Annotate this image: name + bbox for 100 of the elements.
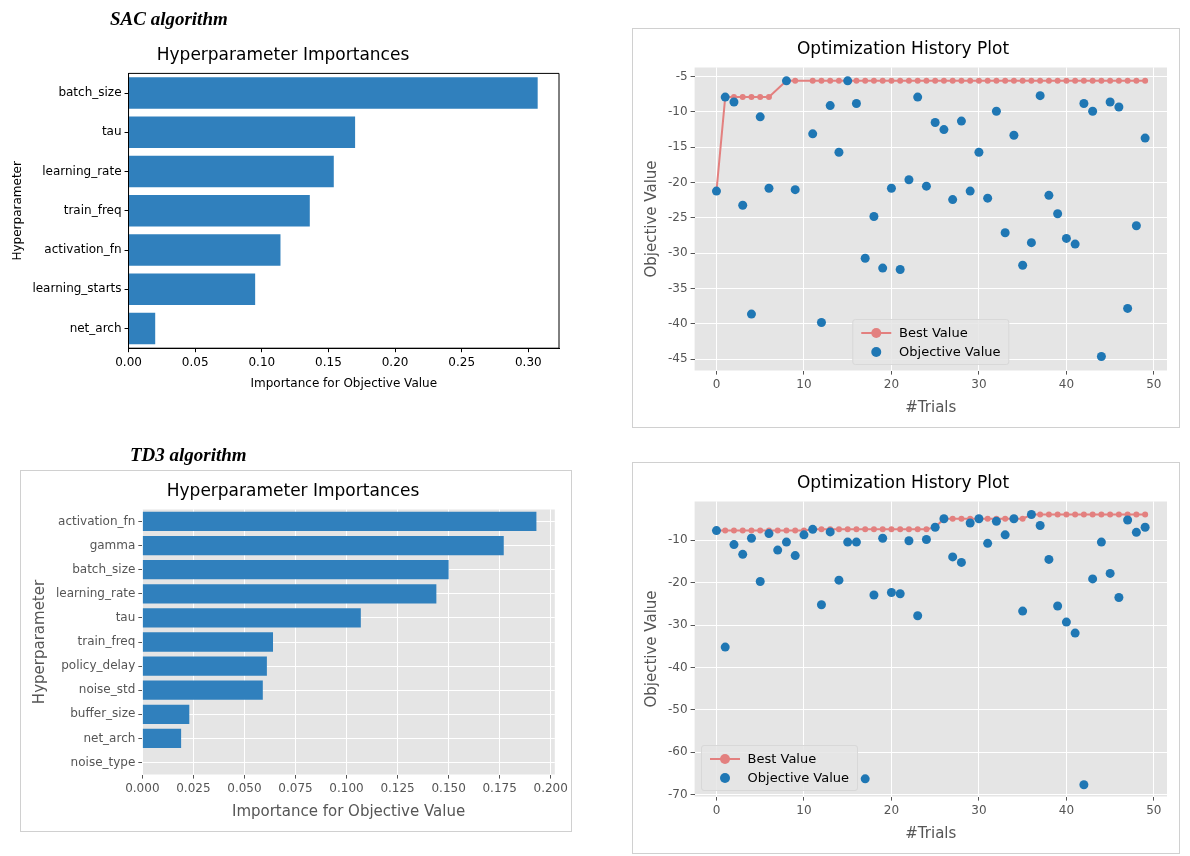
point [1053, 209, 1063, 219]
point [921, 535, 931, 545]
point [1140, 522, 1150, 532]
y-tick-label: -30 [667, 617, 688, 632]
point [897, 526, 904, 533]
point [818, 526, 825, 533]
point [974, 147, 984, 157]
point [1088, 106, 1098, 116]
point [888, 526, 895, 533]
point [774, 527, 781, 534]
bar [129, 312, 156, 345]
point [1002, 77, 1009, 84]
point [1035, 91, 1045, 101]
point [748, 94, 755, 101]
x-tick-label: 0.30 [514, 354, 542, 369]
x-tick-label: 0 [712, 376, 721, 391]
point [1061, 617, 1071, 627]
point [1000, 530, 1010, 540]
point [1142, 511, 1149, 518]
point [1124, 77, 1131, 84]
y-axis-title: Hyperparameter [10, 161, 25, 261]
point [1054, 77, 1061, 84]
point [914, 526, 921, 533]
point [1061, 233, 1071, 243]
bar [142, 632, 274, 652]
point [1123, 515, 1133, 525]
x-tick-label: 0.15 [315, 354, 342, 369]
point [843, 537, 853, 547]
point [835, 526, 842, 533]
x-tick-label: 0 [712, 802, 721, 817]
y-axis-title: Objective Value [641, 160, 660, 278]
point [790, 551, 800, 561]
point [783, 527, 790, 534]
point [851, 537, 861, 547]
x-tick-label: 30 [971, 802, 987, 817]
point [991, 106, 1001, 116]
point [1037, 511, 1044, 518]
y-tick-label: -20 [667, 174, 688, 189]
point [739, 527, 746, 534]
x-tick-label: 10 [796, 376, 812, 391]
x-tick-label: 0.175 [482, 780, 517, 795]
point [825, 527, 835, 537]
x-tick-label: 0.25 [448, 354, 476, 369]
point [746, 309, 756, 319]
point [1018, 606, 1028, 616]
y-tick-label: policy_delay [61, 658, 136, 673]
point [1026, 238, 1036, 248]
point [1080, 77, 1087, 84]
x-tick-label: 0.000 [125, 780, 160, 795]
y-tick-label: buffer_size [70, 706, 136, 721]
point [1107, 77, 1114, 84]
point [1044, 554, 1054, 564]
point [818, 77, 825, 84]
bar [142, 584, 437, 604]
point [905, 77, 912, 84]
point [1142, 77, 1149, 84]
point [879, 526, 886, 533]
point [1044, 190, 1054, 200]
point [932, 77, 939, 84]
chart-title: Hyperparameter Importances [166, 479, 420, 500]
point [1028, 77, 1035, 84]
point [720, 642, 730, 652]
y-tick-label: -50 [667, 701, 688, 716]
legend-label: Best Value [747, 750, 817, 766]
x-tick-label: 0.150 [431, 780, 466, 795]
point [792, 527, 799, 534]
y-tick-label: learning_rate [42, 163, 122, 178]
point [835, 77, 842, 84]
point [1098, 511, 1105, 518]
y-tick-label: noise_type [70, 754, 136, 769]
point [1133, 77, 1140, 84]
x-tick-label: 10 [796, 802, 812, 817]
point [1096, 351, 1106, 361]
y-tick-label: -45 [667, 351, 688, 366]
point [1019, 77, 1026, 84]
point [878, 533, 888, 543]
x-tick-label: 0.025 [176, 780, 211, 795]
y-tick-label: activation_fn [58, 513, 136, 528]
point [905, 526, 912, 533]
point [757, 94, 764, 101]
point [956, 116, 966, 126]
bar [129, 234, 281, 266]
point [853, 77, 860, 84]
legend-label: Best Value [899, 324, 968, 340]
point [816, 318, 826, 328]
point [939, 125, 949, 135]
point [853, 526, 860, 533]
point [738, 549, 748, 559]
point [825, 101, 835, 111]
x-tick-label: 20 [883, 376, 900, 391]
y-tick-label: learning_starts [32, 281, 122, 296]
point [851, 98, 861, 108]
point [870, 526, 877, 533]
point [729, 97, 739, 107]
point [886, 587, 896, 597]
point [729, 540, 739, 550]
legend-label: Objective Value [747, 769, 850, 785]
point [967, 77, 974, 84]
y-tick-label: tau [101, 124, 122, 139]
bar [142, 680, 263, 700]
